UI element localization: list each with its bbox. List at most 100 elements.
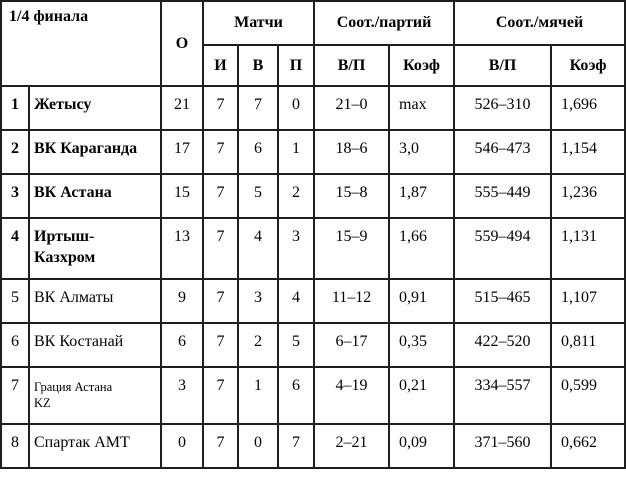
ball-coef-cell: 0,811 xyxy=(550,322,626,368)
standings-body: 1 Жетысу 21 7 7 0 21–0 max 526–310 1,696 2 ВК Караг… xyxy=(0,85,626,469)
set-wl-cell: 6–17 xyxy=(313,322,391,368)
ball-wl-cell: 546–473 xyxy=(453,129,553,175)
rank-cell: 1 xyxy=(0,85,30,131)
won-cell: 1 xyxy=(237,366,280,425)
ball-ratio-group-header: Соот./мячей xyxy=(453,0,626,46)
lost-cell: 0 xyxy=(277,85,316,131)
set-coef-header: Коэф xyxy=(388,44,456,87)
ball-coef-cell: 1,236 xyxy=(550,173,626,219)
won-cell: 7 xyxy=(237,85,280,131)
played-cell: 7 xyxy=(202,85,240,131)
rank-cell: 7 xyxy=(0,366,30,425)
set-wl-cell: 2–21 xyxy=(313,423,391,469)
lost-cell: 7 xyxy=(277,423,316,469)
lost-cell: 2 xyxy=(277,173,316,219)
set-coef-cell: max xyxy=(388,85,456,131)
table-row: 7 Грация Астана KZ 3 7 1 6 4–19 0,21 334–557 0,59… xyxy=(0,366,626,425)
points-cell: 15 xyxy=(160,173,205,219)
ball-wl-cell: 422–520 xyxy=(453,322,553,368)
team-cell: Иртыш- Казхром xyxy=(27,217,163,280)
played-cell: 7 xyxy=(202,278,240,324)
set-wl-cell: 15–9 xyxy=(313,217,391,280)
ball-coef-cell: 0,599 xyxy=(550,366,626,425)
points-cell: 9 xyxy=(160,278,205,324)
played-cell: 7 xyxy=(202,366,240,425)
team-cell: Грация Астана KZ xyxy=(27,366,163,425)
set-wl-header: В/П xyxy=(313,44,391,87)
set-wl-cell: 15–8 xyxy=(313,173,391,219)
rank-cell: 8 xyxy=(0,423,30,469)
team-cell: ВК Караганда xyxy=(27,129,163,175)
rank-cell: 6 xyxy=(0,322,30,368)
ball-wl-cell: 371–560 xyxy=(453,423,553,469)
won-cell: 4 xyxy=(237,217,280,280)
won-cell: 5 xyxy=(237,173,280,219)
points-cell: 17 xyxy=(160,129,205,175)
points-cell: 6 xyxy=(160,322,205,368)
set-coef-cell: 1,87 xyxy=(388,173,456,219)
ball-coef-header: Коэф xyxy=(550,44,626,87)
table-header: 1/4 финала О Матчи Соот./партий Соот./мя… xyxy=(0,0,626,87)
won-cell: 6 xyxy=(237,129,280,175)
rank-cell: 3 xyxy=(0,173,30,219)
lost-cell: 3 xyxy=(277,217,316,280)
won-cell: 3 xyxy=(237,278,280,324)
ball-coef-cell: 1,131 xyxy=(550,217,626,280)
rank-cell: 4 xyxy=(0,217,30,280)
ball-coef-cell: 0,662 xyxy=(550,423,626,469)
played-cell: 7 xyxy=(202,322,240,368)
ball-coef-cell: 1,696 xyxy=(550,85,626,131)
ball-wl-cell: 526–310 xyxy=(453,85,553,131)
ball-coef-cell: 1,154 xyxy=(550,129,626,175)
ball-wl-header: В/П xyxy=(453,44,553,87)
played-header: И xyxy=(202,44,240,87)
header-row-groups: 1/4 финала О Матчи Соот./партий Соот./мя… xyxy=(0,0,626,87)
table-row: 2 ВК Караганда 17 7 6 1 18–6 3,0 546–473 1,154 xyxy=(0,129,626,175)
ball-wl-cell: 515–465 xyxy=(453,278,553,324)
header-row-sub: И В П В/П Коэф В/П Коэф xyxy=(1,44,626,87)
ball-coef-cell: 1,107 xyxy=(550,278,626,324)
won-header: В xyxy=(237,44,280,87)
set-coef-cell: 0,21 xyxy=(388,366,456,425)
set-coef-cell: 1,66 xyxy=(388,217,456,280)
set-ratio-group-header: Соот./партий xyxy=(313,0,456,46)
set-coef-cell: 0,35 xyxy=(388,322,456,368)
team-cell: Спартак АМТ xyxy=(27,423,163,469)
table-row: 5 ВК Алматы 9 7 3 4 11–12 0,91 515–465 1,107 xyxy=(0,278,626,324)
lost-cell: 4 xyxy=(277,278,316,324)
set-coef-cell: 3,0 xyxy=(388,129,456,175)
won-cell: 0 xyxy=(237,423,280,469)
rank-cell: 2 xyxy=(0,129,30,175)
played-cell: 7 xyxy=(202,129,240,175)
table-row: 4 Иртыш- Казхром 13 7 4 3 15–9 1,66 559–494 1,131 xyxy=(0,217,626,280)
points-cell: 3 xyxy=(160,366,205,425)
team-cell: Жетысу xyxy=(27,85,163,131)
team-cell: ВК Костанай xyxy=(27,322,163,368)
rank-cell: 5 xyxy=(0,278,30,324)
won-cell: 2 xyxy=(237,322,280,368)
points-cell: 21 xyxy=(160,85,205,131)
points-header: О xyxy=(160,0,205,87)
matches-group-header: Матчи xyxy=(202,0,316,46)
points-cell: 0 xyxy=(160,423,205,469)
team-cell: ВК Астана xyxy=(27,173,163,219)
ball-wl-cell: 559–494 xyxy=(453,217,553,280)
standings-table: 1/4 финала О Матчи Соот./партий Соот./мя… xyxy=(0,0,626,469)
table-row: 1 Жетысу 21 7 7 0 21–0 max 526–310 1,696 xyxy=(0,85,626,131)
table-row: 6 ВК Костанай 6 7 2 5 6–17 0,35 422–520 0,811 xyxy=(0,322,626,368)
set-wl-cell: 18–6 xyxy=(313,129,391,175)
set-wl-cell: 4–19 xyxy=(313,366,391,425)
lost-header: П xyxy=(277,44,316,87)
played-cell: 7 xyxy=(202,423,240,469)
table-row: 8 Спартак АМТ 0 7 0 7 2–21 0,09 371–560 0,662 xyxy=(0,423,626,469)
set-coef-cell: 0,91 xyxy=(388,278,456,324)
table-row: 3 ВК Астана 15 7 5 2 15–8 1,87 555–449 1,236 xyxy=(0,173,626,219)
points-cell: 13 xyxy=(160,217,205,280)
played-cell: 7 xyxy=(202,217,240,280)
lost-cell: 1 xyxy=(277,129,316,175)
ball-wl-cell: 334–557 xyxy=(453,366,553,425)
team-cell: ВК Алматы xyxy=(27,278,163,324)
ball-wl-cell: 555–449 xyxy=(453,173,553,219)
set-wl-cell: 21–0 xyxy=(313,85,391,131)
